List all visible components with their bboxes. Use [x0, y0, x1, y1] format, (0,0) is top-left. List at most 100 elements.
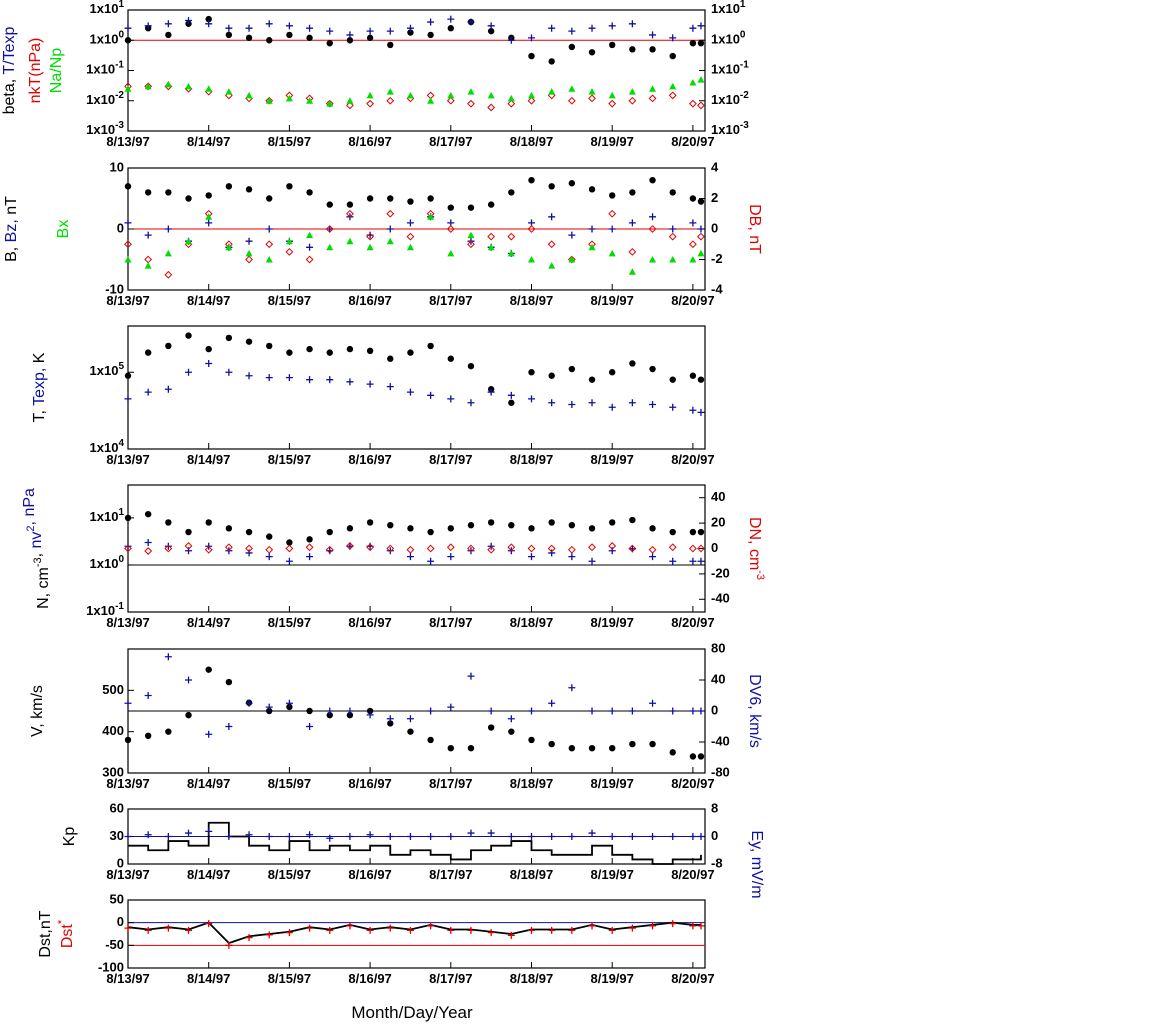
- data-point: [366, 831, 374, 839]
- series-dst-: [124, 920, 705, 949]
- data-point: [285, 929, 293, 937]
- x-tick-label: 8/20/97: [671, 867, 714, 882]
- data-point: [669, 528, 676, 536]
- data-point: [697, 232, 705, 241]
- data-point: [164, 225, 172, 233]
- data-point: [669, 34, 677, 42]
- data-point: [204, 545, 213, 554]
- right-tick-label: 2: [711, 190, 718, 205]
- data-point: [447, 15, 455, 23]
- data-point: [205, 519, 212, 526]
- data-point: [124, 24, 132, 32]
- data-point: [507, 36, 515, 44]
- data-point: [426, 544, 435, 553]
- data-point: [286, 539, 293, 546]
- data-point: [266, 195, 273, 202]
- data-point: [548, 372, 555, 379]
- data-point: [649, 525, 656, 532]
- y-tick-label: 1x10-1: [86, 601, 124, 619]
- data-point: [285, 94, 293, 102]
- data-point: [265, 833, 273, 840]
- data-point: [608, 41, 616, 49]
- series-line: [128, 821, 702, 865]
- x-tick-label: 8/13/97: [106, 134, 149, 149]
- data-point: [527, 96, 536, 105]
- right-tick-label: 1x10-3: [711, 120, 749, 138]
- data-point: [387, 720, 394, 727]
- right-tick-label: 1x100: [711, 29, 746, 47]
- data-point: [467, 672, 475, 680]
- data-point: [306, 723, 314, 730]
- data-point: [245, 699, 253, 707]
- data-point: [447, 25, 454, 32]
- x-tick-label: 8/14/97: [187, 776, 230, 791]
- data-point: [649, 365, 656, 373]
- data-point: [649, 740, 656, 748]
- data-point: [467, 240, 475, 249]
- series-nkt-npa-: [124, 82, 705, 112]
- data-point: [245, 255, 253, 264]
- data-point: [628, 833, 636, 840]
- data-point: [306, 376, 314, 384]
- y-axis-label: T, Texp, K: [31, 352, 48, 422]
- data-point: [508, 728, 515, 735]
- x-tick-label: 8/17/97: [429, 134, 472, 149]
- data-point: [507, 931, 515, 939]
- series-na-np: [124, 76, 705, 107]
- data-point: [346, 101, 354, 110]
- data-point: [568, 180, 576, 187]
- y-axis-label-secondary: nkT(nPa): [27, 38, 44, 104]
- data-point: [265, 97, 273, 104]
- data-point: [285, 557, 293, 565]
- data-point: [225, 183, 233, 190]
- data-point: [427, 97, 435, 104]
- right-tick-label: -80: [711, 764, 730, 779]
- data-point: [649, 256, 657, 263]
- right-tick-label: -40: [711, 591, 730, 606]
- series-line: [127, 921, 701, 945]
- data-point: [366, 926, 374, 934]
- data-point: [608, 99, 617, 108]
- data-point: [386, 96, 395, 105]
- x-tick-label: 8/16/97: [348, 971, 391, 986]
- data-point: [124, 924, 132, 932]
- y-axis-label-tertiary: Na/Np: [48, 48, 65, 93]
- data-point: [548, 549, 556, 557]
- data-point: [386, 237, 394, 245]
- panel-beta: 1x101 1x100 1x10-1 1x10-2 1x10-3 1x101 1x100 1x…: [1, 0, 749, 149]
- data-point: [406, 926, 414, 934]
- data-point: [669, 403, 677, 411]
- data-point: [205, 15, 212, 23]
- data-point: [225, 88, 233, 95]
- data-point: [164, 653, 172, 661]
- data-point: [245, 249, 253, 257]
- data-point: [185, 195, 192, 202]
- y-tick-label: -50: [105, 937, 124, 952]
- data-point: [548, 399, 556, 407]
- data-point: [144, 692, 152, 699]
- data-point: [427, 213, 435, 220]
- data-point: [467, 745, 475, 752]
- data-point: [406, 553, 414, 561]
- data-point: [245, 91, 253, 99]
- data-point: [144, 510, 152, 518]
- data-point: [326, 100, 334, 107]
- data-point: [467, 544, 475, 553]
- data-point: [548, 519, 555, 526]
- data-point: [697, 198, 705, 205]
- data-point: [697, 22, 705, 30]
- data-point: [224, 543, 233, 552]
- y-axis-label: beta, T/Texp: [1, 27, 18, 115]
- x-axis-title: Month/Day/Year: [351, 1003, 473, 1022]
- x-tick-label: 8/17/97: [429, 776, 472, 791]
- data-point: [548, 262, 556, 269]
- data-point: [366, 27, 374, 35]
- data-point: [305, 255, 314, 264]
- series-t-texp: [124, 15, 705, 44]
- y-tick-label: 50: [110, 891, 124, 906]
- right-tick-label: 0: [711, 702, 718, 717]
- data-point: [265, 20, 273, 28]
- data-point: [245, 34, 253, 42]
- data-point: [568, 256, 576, 263]
